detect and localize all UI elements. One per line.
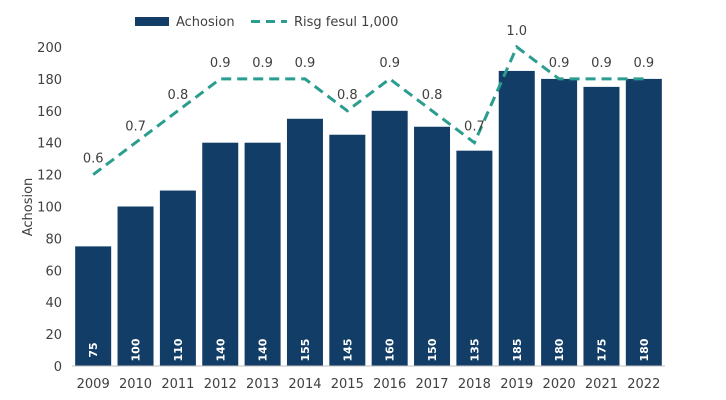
rate-value-label: 0.9 [633, 56, 654, 71]
x-tick-label: 2012 [204, 377, 237, 392]
y-tick-label: 120 [37, 169, 62, 184]
bar [244, 142, 281, 366]
rate-value-label: 0.9 [379, 56, 400, 71]
bar-value-label: 185 [511, 339, 524, 362]
bar-value-label: 140 [214, 338, 227, 361]
y-axis-title: Achosion [21, 178, 36, 237]
bar-value-label: 155 [299, 339, 312, 362]
rate-value-label: 0.8 [337, 88, 358, 103]
legend-bar-swatch [135, 17, 169, 26]
bar-value-label: 175 [595, 339, 608, 362]
bars [75, 70, 662, 367]
x-tick-label: 2011 [161, 377, 194, 392]
bar [498, 70, 535, 367]
bar-value-label: 110 [172, 338, 185, 361]
y-tick-label: 0 [54, 360, 62, 375]
bar-value-label: 150 [426, 338, 439, 361]
bar-value-label: 160 [384, 338, 397, 361]
y-axis-ticks: 0 20 40 60 80 100 120 140 160 180 200 [37, 41, 62, 375]
y-tick-label: 40 [45, 296, 62, 311]
rate-value-label: 0.7 [464, 120, 485, 135]
bar [159, 190, 196, 366]
rate-value-label: 0.9 [295, 56, 316, 71]
rate-value-label: 0.8 [168, 88, 189, 103]
bar-value-label: 135 [468, 339, 481, 362]
x-tick-label: 2018 [458, 377, 491, 392]
bar [371, 110, 408, 366]
bar [286, 118, 323, 367]
x-tick-label: 2015 [331, 377, 364, 392]
bar [414, 126, 451, 366]
x-tick-label: 2014 [288, 377, 321, 392]
bar-value-label: 180 [638, 338, 651, 361]
y-tick-label: 160 [37, 105, 62, 120]
bar [75, 246, 112, 366]
bar-value-label: 145 [341, 339, 354, 362]
legend: Achosion Risg fesul 1,000 [135, 15, 398, 30]
x-tick-label: 2022 [627, 377, 660, 392]
bar-value-labels: 75 100 110 140 140 155 145 160 150 135 185 180 175 18… [87, 338, 651, 361]
bar-value-label: 180 [553, 338, 566, 361]
rate-line [92, 44, 644, 176]
legend-line-label: Risg fesul 1,000 [294, 15, 398, 30]
x-tick-label: 2019 [500, 377, 533, 392]
x-tick-label: 2009 [77, 377, 110, 392]
y-tick-label: 140 [37, 137, 62, 152]
bar [541, 78, 578, 367]
x-tick-label: 2010 [119, 377, 152, 392]
x-tick-label: 2021 [585, 377, 618, 392]
y-tick-label: 20 [45, 328, 62, 343]
legend-bar-label: Achosion [176, 15, 235, 30]
x-tick-label: 2017 [415, 377, 448, 392]
bar-value-label: 140 [257, 338, 270, 361]
y-tick-label: 80 [45, 232, 62, 247]
x-axis-ticks: 2009 2010 2011 2012 2013 2014 2015 2016 2017 2018… [77, 377, 661, 392]
rate-value-label: 0.7 [125, 120, 146, 135]
bar [329, 134, 366, 366]
bar [117, 206, 154, 366]
y-tick-label: 60 [45, 264, 62, 279]
rate-value-label: 1.0 [506, 24, 527, 39]
bar-value-label: 75 [87, 342, 100, 357]
bar [456, 150, 493, 366]
y-tick-label: 180 [37, 73, 62, 88]
rate-value-label: 0.6 [83, 152, 104, 167]
y-tick-label: 200 [37, 41, 62, 56]
rate-value-label: 0.9 [591, 56, 612, 71]
x-tick-label: 2016 [373, 377, 406, 392]
y-tick-label: 100 [37, 201, 62, 216]
bar-value-label: 100 [130, 338, 143, 361]
rate-value-labels: 0.6 0.7 0.8 0.9 0.9 0.9 0.8 0.9 0.8 0.7 1.0 0.9 0.9 0… [83, 24, 654, 167]
rate-value-label: 0.9 [210, 56, 231, 71]
rate-value-label: 0.9 [549, 56, 570, 71]
bar [202, 142, 239, 366]
rate-value-label: 0.9 [252, 56, 273, 71]
bar [583, 86, 620, 366]
rate-value-label: 0.8 [422, 88, 443, 103]
x-tick-label: 2013 [246, 377, 279, 392]
x-tick-label: 2020 [543, 377, 576, 392]
bar [625, 78, 662, 367]
